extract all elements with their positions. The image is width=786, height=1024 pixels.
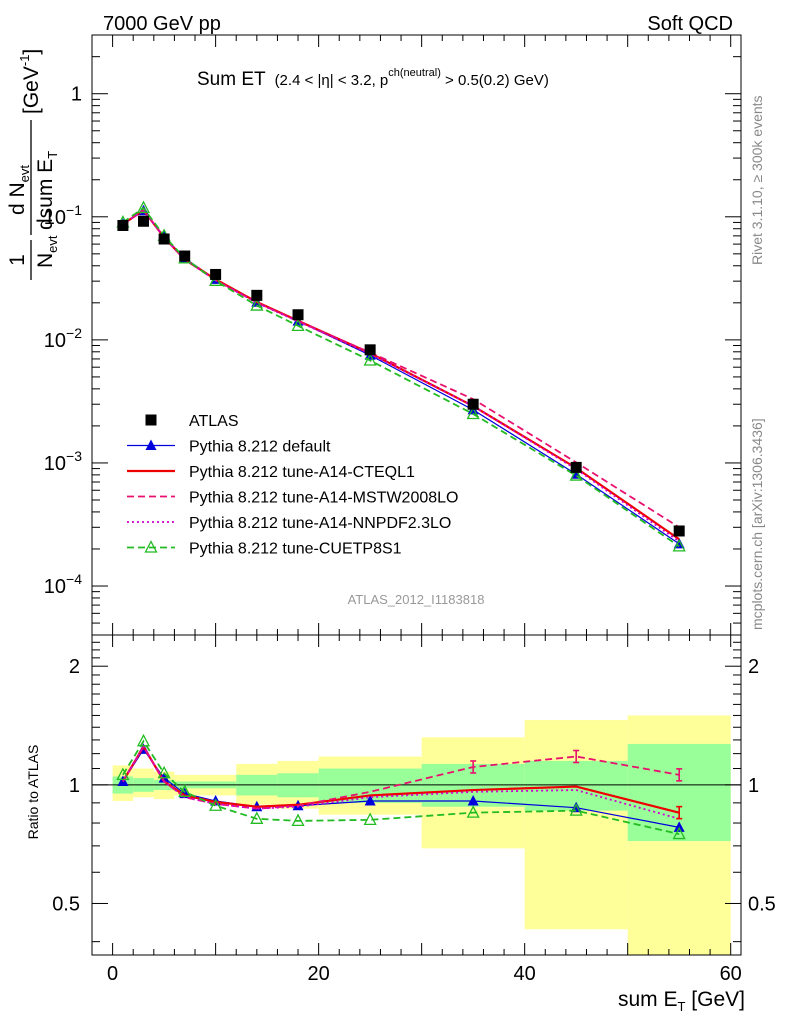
y-label-one: 1 [6,254,29,266]
ratio-point-pythia-8-212-default [673,821,685,832]
ratio-line-pythia-8-212-tune-a14-mstw2008lo [122,744,680,810]
legend-label-atlas: ATLAS [189,413,239,430]
main-point-atlas [251,289,263,301]
main-axis-ticks [92,34,741,636]
ratio-y-tick-label-right: 0.5 [748,893,776,915]
main-series-layer [116,200,686,552]
plot-title-cut-c: > 0.5(0.2) GeV) [441,72,549,89]
ratio-point-pythia-8-212-tune-cuetp8s1 [250,811,264,824]
main-point-pythia-8-212-tune-cuetp8s1 [363,353,377,366]
ratio-point-pythia-8-212-tune-cuetp8s1 [569,803,583,816]
main-y-tick-label: 10−3 [44,448,82,475]
y-axis-label: 1 Nevt d Nevt dsum ET [GeV-1] [6,49,60,280]
main-point-pythia-8-212-tune-cuetp8s1 [136,200,151,214]
ratio-point-pythia-8-212-tune-cuetp8s1 [116,767,130,781]
main-point-pythia-8-212-tune-cuetp8s1 [569,468,583,481]
main-point-atlas [673,525,685,537]
analysis-tag: ATLAS_2012_I1183818 [348,592,485,607]
legend-label-pythia-8-212-tune-a14-cteql1: Pythia 8.212 tune-A14-CTEQL1 [189,464,415,481]
main-y-tick-labels: 1 10−1 10−2 10−3 10−4 [44,84,82,598]
main-y-tick-label: 1 [71,84,82,106]
ratio-y-tick-label: 2 [69,656,80,678]
ratio-point-pythia-8-212-default [364,794,376,806]
plot-title-cut-a: (2.4 < | [275,72,322,89]
main-y-tick-label: 10−2 [44,325,82,352]
legend-label-pythia-8-212-tune-a14-nnpdf2-3lo: Pythia 8.212 tune-A14-NNPDF2.3LO [189,515,451,532]
plot-title-main: Sum ET [197,69,266,90]
main-point-atlas [210,268,222,280]
main-point-atlas [117,219,129,231]
main-point-atlas [570,461,582,473]
ratio-point-pythia-8-212-tune-cuetp8s1 [209,798,223,811]
ratio-y-tick-label-right: 2 [748,656,759,678]
plot-title-sup: ch(neutral) [388,67,441,79]
y-label-unit: [GeV-1] [17,49,43,114]
y-label-dsum: dsum ET [34,151,60,230]
ratio-y-label: Ratio to ATLAS [25,745,41,840]
main-point-pythia-8-212-tune-cuetp8s1 [250,298,264,311]
main-y-tick-label: 10−4 [44,571,82,598]
main-point-atlas [138,215,150,227]
ratio-point-pythia-8-212-tune-cuetp8s1 [157,765,171,779]
ratio-y-tick-label-right: 1 [748,775,759,797]
x-tick-label: 20 [308,963,330,985]
main-point-pythia-8-212-tune-cuetp8s1 [209,273,223,286]
ratio-point-pythia-8-212-tune-cuetp8s1 [672,826,686,840]
x-tick-label: 40 [514,963,536,985]
ratio-point-pythia-8-212-tune-cuetp8s1 [178,784,192,797]
main-point-atlas [364,344,376,356]
process-label: Soft QCD [647,13,733,35]
plot-title-eta: η [321,72,329,89]
plot-title: Sum ET (2.4 < |η| < 3.2, pch(neutral) > … [197,67,549,90]
main-point-atlas [467,398,479,410]
ratio-point-pythia-8-212-tune-cuetp8s1 [363,812,377,825]
legend: ATLAS Pythia 8.212 default Pythia 8.212 tu… [127,413,458,558]
ratio-point-pythia-8-212-tune-cuetp8s1 [466,805,480,818]
ratio-line-pythia-8-212-tune-a14-nnpdf2-3lo [122,744,680,820]
ratio-y-tick-label: 1 [69,775,80,797]
main-point-pythia-8-212-tune-cuetp8s1 [291,318,305,331]
legend-marker-pythia-8-212-default [145,439,157,450]
y-label-n: Nevt [34,235,60,268]
main-line-pythia-8-212-tune-cuetp8s1 [122,206,680,548]
main-line-pythia-8-212-tune-a14-mstw2008lo [122,209,680,529]
ratio-line-pythia-8-212-tune-cuetp8s1 [122,739,680,835]
energy-label: 7000 GeV pp [103,13,221,35]
x-axis-label: sum ET [GeV] [618,988,745,1014]
main-point-pythia-8-212-tune-cuetp8s1 [466,406,480,420]
plot-title-cut-b: | < 3.2, p [330,72,389,89]
legend-label-pythia-8-212-default: Pythia 8.212 default [189,439,331,456]
ratio-point-pythia-8-212-default [467,794,479,806]
x-tick-label: 60 [720,963,742,985]
rivet-label: Rivet 3.1.10, ≥ 300k events [749,95,765,265]
legend-marker-pythia-8-212-tune-cuetp8s1 [144,540,158,553]
ratio-point-pythia-8-212-tune-cuetp8s1 [136,733,151,747]
x-tick-label: 0 [107,963,118,985]
ratio-series-layer [116,733,686,840]
y-label-dn: d Nevt [6,165,32,215]
ratio-uncertainty-bands [92,715,741,955]
legend-marker-atlas [145,414,157,426]
main-point-atlas [292,309,304,321]
main-y-tick-label: 10−1 [44,202,82,229]
main-point-atlas [179,250,191,262]
mcplots-label: mcplots.cern.ch [arXiv:1306.3436] [749,418,765,630]
ratio-y-tick-label: 0.5 [52,893,80,915]
main-point-pythia-8-212-tune-cuetp8s1 [672,538,686,552]
main-point-atlas [158,233,170,245]
legend-label-pythia-8-212-tune-cuetp8s1: Pythia 8.212 tune-CUETP8S1 [189,541,402,558]
legend-label-pythia-8-212-tune-a14-mstw2008lo: Pythia 8.212 tune-A14-MSTW2008LO [189,490,458,507]
ratio-point-pythia-8-212-tune-cuetp8s1 [291,813,305,827]
ratio-axis-ticks: 0.5 0.51 12 20 20 40 60 [52,634,776,985]
ratio-plot-frame [91,634,742,956]
